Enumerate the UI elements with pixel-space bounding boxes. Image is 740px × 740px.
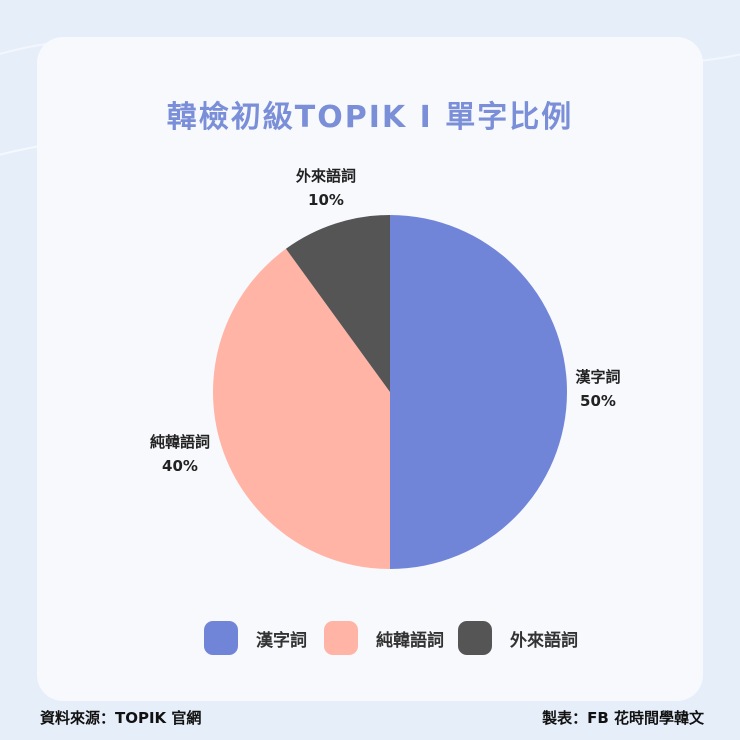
legend-swatch <box>204 621 238 655</box>
credit-note: 製表：FB 花時間學韓文 <box>542 709 704 727</box>
slice-category-label: 漢字詞 <box>575 368 620 386</box>
slice-value-label: 10% <box>308 191 344 209</box>
pie-slice-3 <box>285 215 390 392</box>
pie-slice-1 <box>390 215 567 569</box>
legend-label: 外來語詞 <box>510 630 578 651</box>
slice-value-label: 40% <box>162 457 198 475</box>
slice-category-label: 外來語詞 <box>295 167 356 185</box>
slice-category-label: 純韓語詞 <box>150 433 210 451</box>
legend-item-native: 純韓語詞 <box>324 620 444 656</box>
legend-item-hanja: 漢字詞 <box>204 620 307 656</box>
legend-item-loanword: 外來語詞 <box>458 620 578 656</box>
chart-legend: 漢字詞 純韓語詞 外來語詞 <box>0 620 740 660</box>
legend-swatch <box>458 621 492 655</box>
chart-title: 韓檢初級TOPIK I 單字比例 <box>166 100 574 135</box>
legend-label: 純韓語詞 <box>376 630 444 651</box>
slice-value-label: 50% <box>580 392 616 410</box>
source-note: 資料來源：TOPIK 官網 <box>40 709 202 727</box>
pie-slice-2 <box>212 248 390 569</box>
legend-label: 漢字詞 <box>256 630 307 651</box>
legend-swatch <box>324 621 358 655</box>
